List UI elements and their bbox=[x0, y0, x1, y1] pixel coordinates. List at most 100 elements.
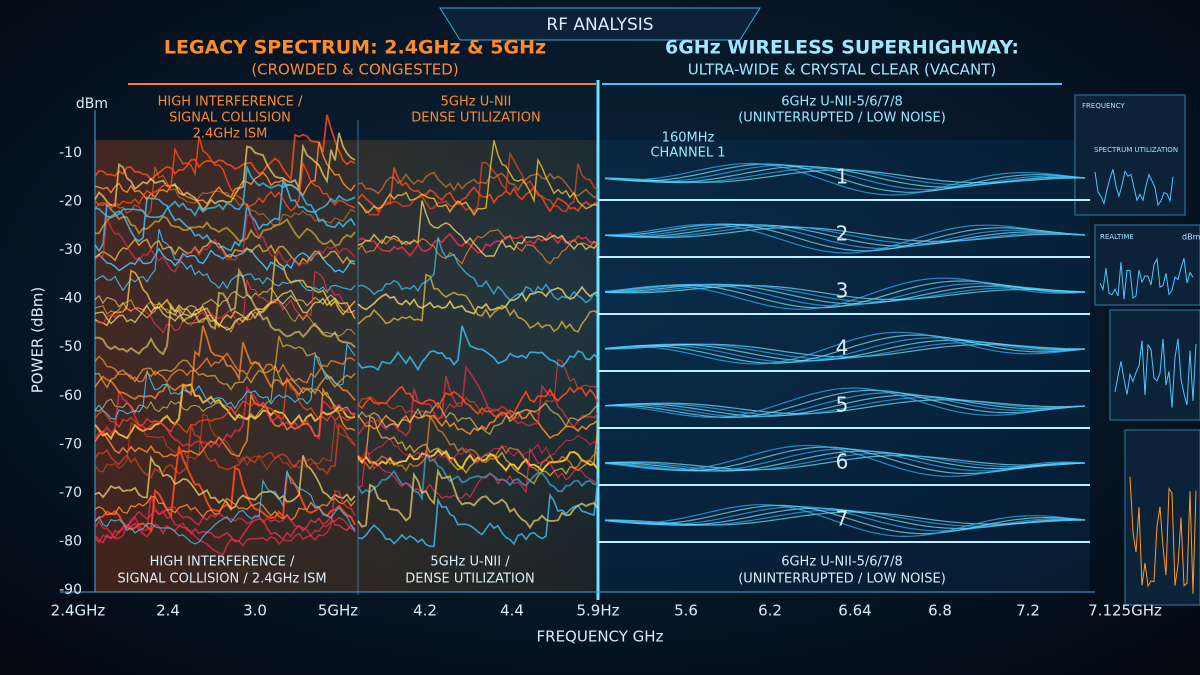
interference-trace bbox=[94, 383, 356, 441]
interference-trace bbox=[94, 495, 356, 522]
interference-trace bbox=[357, 414, 599, 473]
band-label: SIGNAL COLLISION / 2.4GHz ISM bbox=[117, 572, 326, 587]
band-label: 6GHz U-NII-5/6/7/8 bbox=[781, 555, 903, 570]
interference-trace bbox=[357, 410, 599, 440]
interference-trace bbox=[357, 450, 599, 502]
y-tick-label: -20 bbox=[59, 194, 82, 210]
header-frame bbox=[439, 7, 761, 41]
channel-wave bbox=[604, 280, 1086, 309]
channel-number: 3 bbox=[836, 279, 849, 303]
x-tick-label: 2.4GHz bbox=[51, 602, 106, 620]
x-tick-label: 3.0 bbox=[243, 602, 267, 620]
interference-trace bbox=[94, 377, 356, 434]
channel-wave bbox=[604, 223, 1086, 250]
interference-trace bbox=[357, 285, 599, 315]
channel-note: CHANNEL 1 bbox=[650, 146, 725, 161]
interference-trace bbox=[357, 231, 599, 257]
x-tick-label: 4.4 bbox=[500, 602, 524, 620]
channel-wave bbox=[604, 162, 1086, 196]
channel-wave bbox=[604, 337, 1086, 363]
channel-wave bbox=[604, 394, 1086, 417]
channel-wave bbox=[604, 226, 1086, 242]
side-chart bbox=[1129, 476, 1197, 594]
y-tick-label: -80 bbox=[59, 533, 82, 549]
interference-trace bbox=[357, 415, 599, 485]
channel-wave bbox=[604, 284, 1086, 303]
band-label: 5GHz U-NII / bbox=[430, 555, 510, 570]
legacy-area bbox=[95, 140, 598, 592]
interference-trace bbox=[357, 467, 599, 530]
channel-wave bbox=[604, 285, 1086, 301]
side-label: dBm bbox=[1182, 233, 1200, 242]
interference-trace bbox=[357, 478, 599, 548]
interference-trace bbox=[357, 364, 599, 437]
x-tick-label: 2.4 bbox=[156, 602, 180, 620]
channel-wave bbox=[604, 225, 1086, 245]
interference-trace bbox=[357, 236, 599, 304]
interference-trace bbox=[94, 136, 356, 212]
band-label: HIGH INTERFERENCE / bbox=[150, 555, 295, 570]
interference-trace bbox=[94, 287, 356, 319]
channel-number: 7 bbox=[836, 507, 849, 531]
channel-wave bbox=[604, 223, 1086, 252]
interference-trace bbox=[94, 114, 356, 182]
y-tick-label: -30 bbox=[59, 242, 82, 258]
interference-trace bbox=[94, 514, 356, 544]
channel-wave bbox=[604, 446, 1086, 475]
side-chart bbox=[1114, 338, 1197, 408]
x-tick-label: 6.2 bbox=[758, 602, 782, 620]
side-panel bbox=[1094, 224, 1200, 306]
interference-trace bbox=[94, 213, 356, 273]
channel-number: 4 bbox=[836, 336, 849, 360]
channel-note: 160MHz bbox=[662, 131, 715, 146]
interference-trace bbox=[94, 132, 356, 212]
channel-wave bbox=[604, 163, 1086, 193]
side-label: REALTIME bbox=[1100, 233, 1134, 241]
interference-trace bbox=[94, 166, 356, 228]
interference-trace bbox=[94, 163, 356, 219]
interference-trace bbox=[94, 238, 356, 267]
band-label: 5GHz U-NII bbox=[441, 95, 512, 110]
x-tick-label: 6.8 bbox=[928, 602, 952, 620]
interference-trace bbox=[94, 413, 356, 473]
channel-wave bbox=[604, 389, 1086, 418]
x-tick-label: 7.125GHz bbox=[1088, 602, 1162, 620]
legacy-title: LEGACY SPECTRUM: 2.4GHz & 5GHz bbox=[164, 37, 546, 59]
interference-trace bbox=[357, 167, 599, 213]
vacant-subtitle: ULTRA-WIDE & CRYSTAL CLEAR (VACANT) bbox=[688, 61, 996, 79]
channel-wave bbox=[604, 504, 1086, 535]
interference-trace bbox=[94, 289, 356, 331]
legacy-subtitle: (CROWDED & CONGESTED) bbox=[251, 61, 458, 79]
channel-wave bbox=[604, 444, 1086, 477]
header-title: RF ANALYSIS bbox=[546, 15, 653, 35]
channel-wave bbox=[604, 167, 1086, 186]
side-label: FREQUENCY bbox=[1082, 102, 1125, 110]
band-label: SIGNAL COLLISION bbox=[169, 111, 291, 126]
interference-trace bbox=[94, 298, 356, 337]
channel-wave bbox=[605, 387, 1086, 418]
interference-trace bbox=[94, 247, 356, 274]
interference-trace bbox=[94, 470, 356, 545]
y-unit: dBm bbox=[76, 96, 108, 112]
channel-number: 6 bbox=[836, 450, 849, 474]
interference-trace bbox=[357, 200, 599, 258]
channel-wave bbox=[604, 455, 1086, 471]
channel-wave bbox=[604, 224, 1086, 247]
interference-trace bbox=[94, 212, 356, 247]
interference-trace bbox=[357, 171, 599, 198]
interference-trace bbox=[357, 358, 599, 420]
interference-trace bbox=[357, 273, 599, 333]
band-label: (UNINTERRUPTED / LOW NOISE) bbox=[738, 111, 946, 126]
channel-wave bbox=[604, 507, 1086, 529]
side-chart bbox=[1099, 257, 1194, 300]
channel-wave bbox=[604, 334, 1086, 364]
x-tick-label: 7.2 bbox=[1016, 602, 1040, 620]
band-label: DENSE UTILIZATION bbox=[405, 572, 534, 587]
channel-wave bbox=[604, 223, 1086, 254]
interference-trace bbox=[357, 447, 599, 499]
y-tick-label: -60 bbox=[59, 388, 82, 404]
interference-trace bbox=[357, 151, 599, 216]
interference-trace bbox=[94, 422, 356, 479]
channel-number: 5 bbox=[836, 393, 849, 417]
